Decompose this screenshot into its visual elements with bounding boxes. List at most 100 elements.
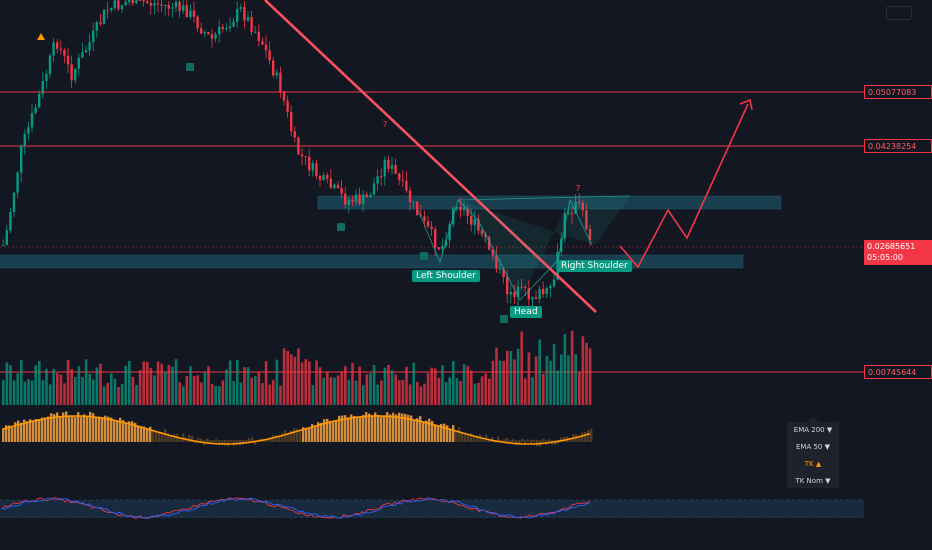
- volume-bar: [261, 383, 264, 405]
- price-level-tag: 0.00745644: [864, 365, 932, 379]
- candle-body: [347, 199, 350, 205]
- oscillator-bar: [26, 421, 29, 442]
- volume-bar: [470, 370, 473, 405]
- candle-body: [426, 220, 430, 227]
- indicator-ema50[interactable]: EMA 50 ▼: [796, 443, 830, 451]
- candle-body: [45, 74, 48, 82]
- oscillator-bar: [161, 432, 164, 442]
- candle-body: [171, 7, 174, 9]
- candle-body: [63, 49, 66, 56]
- volume-bar: [495, 347, 498, 405]
- volume-bar: [340, 372, 343, 405]
- volume-bar: [27, 379, 30, 405]
- oscillator-bar: [74, 416, 77, 442]
- indicator-tk-nom[interactable]: TK Nom ▼: [795, 477, 831, 485]
- volume-bar: [466, 365, 469, 405]
- oscillator-bar: [125, 422, 128, 442]
- candle-body: [239, 7, 242, 9]
- volume-bar: [185, 376, 189, 405]
- volume-bar: [545, 355, 549, 405]
- oscillator-bar: [134, 422, 137, 442]
- candle-body: [221, 26, 224, 29]
- oscillator-bar: [215, 439, 218, 442]
- oscillator-bar: [569, 438, 572, 442]
- volume-bar: [23, 381, 27, 405]
- oscillator-bar: [293, 428, 296, 442]
- oscillator-bar: [425, 420, 428, 442]
- volume-bar: [344, 366, 347, 405]
- indicator-ema200[interactable]: EMA 200 ▼: [793, 426, 833, 434]
- volume-bar: [221, 380, 225, 405]
- oscillator-bar: [188, 434, 191, 442]
- candle-body: [408, 190, 412, 203]
- oscillator-bar: [344, 415, 347, 442]
- oscillator-bar: [560, 437, 563, 442]
- oscillator-bar: [512, 439, 515, 442]
- volume-bar: [412, 362, 415, 405]
- volume-bar: [257, 372, 261, 405]
- oscillator-bar: [509, 440, 512, 443]
- volume-bar: [196, 375, 199, 405]
- oscillator-bar: [392, 412, 395, 442]
- volume-bar: [88, 373, 91, 405]
- oscillator-bar: [416, 418, 419, 442]
- candle-body: [30, 112, 34, 128]
- candle-body: [412, 201, 415, 203]
- volume-bar: [52, 368, 55, 405]
- candle-body: [578, 201, 581, 203]
- volume-bar: [336, 375, 340, 405]
- candle-body: [16, 172, 19, 193]
- oscillator-bar: [266, 439, 269, 442]
- candle-body: [84, 50, 88, 53]
- indicator-menu[interactable]: EMA 200 ▼ EMA 50 ▼ TK ▲ TK Nom ▼: [787, 422, 839, 488]
- volume-bar: [506, 350, 509, 405]
- oscillator-bar: [302, 427, 305, 442]
- volume-bar: [225, 369, 228, 405]
- candle-body: [520, 286, 523, 288]
- volume-bar: [66, 359, 70, 405]
- volume-bar: [135, 385, 138, 405]
- candle-body: [437, 247, 440, 250]
- volume-bar: [329, 377, 333, 405]
- oscillator-bar: [137, 425, 140, 442]
- oscillator-bar: [515, 440, 518, 445]
- volume-bar: [16, 373, 19, 405]
- oscillator-bar: [191, 435, 194, 442]
- candle-body: [390, 165, 394, 169]
- volume-bar: [146, 361, 149, 405]
- oscillator-bar: [221, 440, 224, 444]
- oscillator-bar: [77, 412, 80, 442]
- oscillator-bar: [290, 430, 293, 442]
- oscillator-bar: [452, 425, 455, 442]
- candle-body: [434, 229, 437, 248]
- buy-signal-marker: [420, 252, 428, 260]
- volume-bar: [149, 368, 153, 405]
- oscillator-bar: [590, 429, 593, 442]
- oscillator-bar: [59, 417, 62, 442]
- indicator-tk[interactable]: TK ▲: [804, 460, 822, 468]
- oscillator-bar: [164, 429, 167, 442]
- volume-bar: [171, 366, 174, 405]
- oscillator-bar: [167, 432, 170, 442]
- volume-bar: [279, 385, 282, 405]
- oscillator-bar: [89, 411, 92, 442]
- oscillator-bar: [323, 419, 326, 442]
- volume-bar: [358, 366, 361, 405]
- oscillator-bar: [173, 434, 176, 442]
- candle-body: [444, 240, 448, 247]
- candle-body: [185, 5, 188, 18]
- oscillator-bar: [41, 417, 44, 442]
- oscillator-bar: [431, 421, 434, 442]
- volume-bar: [326, 372, 329, 405]
- head-label: Head: [510, 306, 542, 318]
- candle-body: [387, 160, 390, 169]
- chart-settings-button[interactable]: [886, 6, 912, 20]
- candle-body: [207, 32, 210, 35]
- oscillator-bar: [443, 423, 446, 442]
- volume-bar: [365, 374, 369, 405]
- volume-bar: [430, 367, 433, 405]
- candle-body: [588, 228, 592, 241]
- candle-body: [344, 193, 347, 205]
- oscillator-bar: [56, 412, 59, 442]
- candle-body: [574, 201, 577, 214]
